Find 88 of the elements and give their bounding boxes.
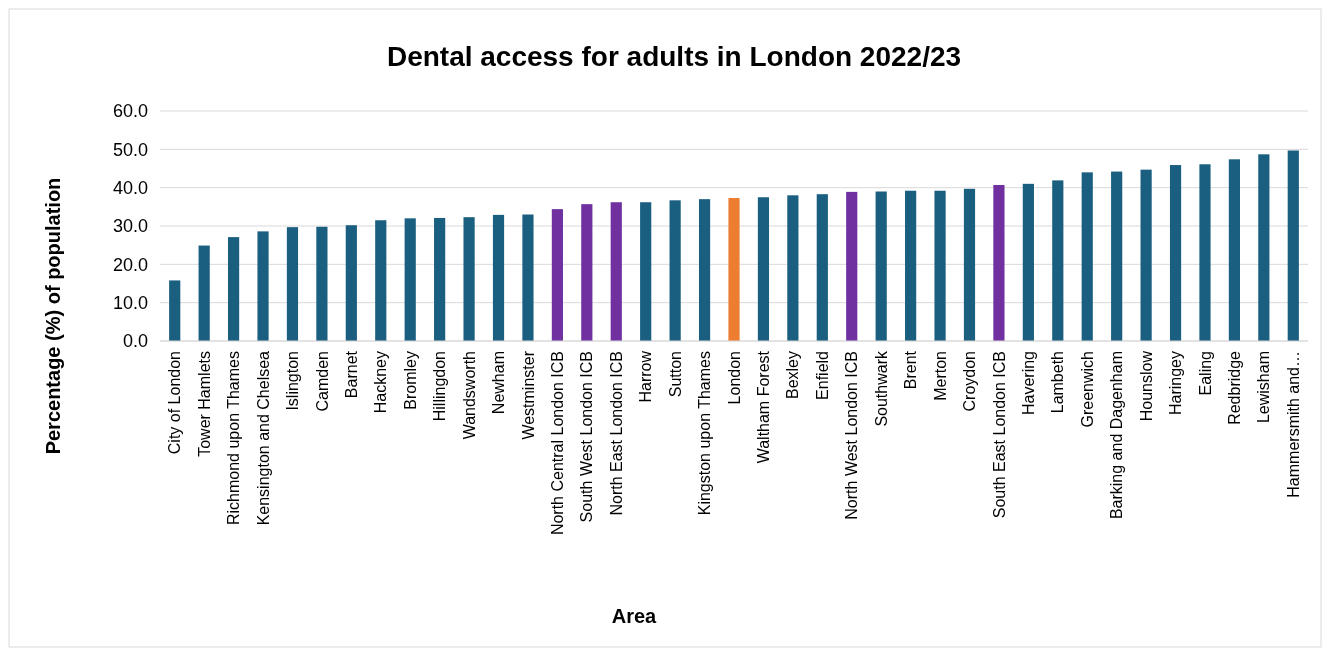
y-axis-title: Percentage (%) of population: [42, 177, 64, 455]
y-tick-label: 0.0: [122, 331, 148, 352]
x-tick-label: Westminster: [519, 350, 537, 440]
bar: [345, 225, 357, 341]
x-tick-label: Southwark: [872, 350, 890, 427]
bar: [316, 226, 328, 341]
bar: [1287, 150, 1299, 341]
bar: [581, 204, 593, 341]
bar: [404, 218, 416, 341]
x-tick-label: North West London ICB: [843, 351, 861, 520]
x-tick-label: Hackney: [372, 351, 390, 414]
bar: [757, 197, 770, 341]
x-tick-label: Ealing: [1196, 351, 1214, 396]
bar: [669, 200, 681, 341]
bar: [787, 195, 799, 341]
x-tick-label: Brent: [902, 350, 920, 390]
x-tick-label: Islington: [284, 351, 302, 411]
x-tick-label: Lewisham: [1255, 351, 1273, 424]
bar: [816, 194, 828, 341]
x-tick-label: Croydon: [961, 351, 979, 412]
y-tick-label: 40.0: [112, 177, 148, 198]
x-tick-label: Merton: [931, 351, 949, 401]
bar: [934, 190, 946, 341]
x-axis-title: Area: [611, 605, 658, 627]
x-tick-label: Barnet: [342, 350, 360, 399]
x-tick-label: Bromley: [401, 351, 419, 410]
bar: [905, 190, 917, 341]
x-tick-label: Hillingdon: [431, 351, 449, 422]
bar: [875, 191, 887, 341]
bar: [846, 191, 858, 341]
bar: [492, 214, 505, 341]
x-tick-label: Waltham Forest: [755, 350, 773, 464]
y-tick-label: 30.0: [112, 216, 148, 237]
bar: [1111, 171, 1123, 341]
bar: [228, 237, 240, 341]
x-tick-label: Enfield: [813, 351, 831, 400]
x-tick-label: Wandsworth: [460, 351, 478, 440]
bar: [286, 227, 299, 341]
x-tick-label: Camden: [313, 351, 331, 412]
x-tick-label: London: [725, 351, 743, 405]
bar: [1022, 183, 1034, 341]
y-tick-label: 10.0: [112, 292, 148, 313]
bar: [463, 217, 475, 341]
bar: [1140, 169, 1152, 341]
x-tick-label: City of London: [166, 351, 184, 455]
bar: [698, 199, 711, 341]
bar: [993, 184, 1005, 341]
x-tick-label: Bexley: [784, 351, 802, 400]
x-tick-label: Tower Hamlets: [195, 351, 213, 457]
x-tick-label: South West London ICB: [578, 351, 596, 523]
x-tick-label: Hammersmith and…: [1284, 351, 1302, 498]
x-tick-label: Harrow: [637, 350, 655, 403]
x-tick-label: Richmond upon Thames: [225, 351, 243, 526]
bar: [1199, 164, 1211, 341]
x-tick-label: Kingston upon Thames: [696, 351, 714, 516]
x-tick-label: Greenwich: [1078, 351, 1096, 428]
x-tick-label: Hounslow: [1137, 350, 1155, 422]
x-tick-label: Haringey: [1167, 351, 1185, 416]
x-tick-label: Newham: [490, 351, 508, 415]
x-tick-label: Havering: [1019, 351, 1037, 416]
y-tick-label: 60.0: [112, 101, 148, 122]
x-tick-label: Kensington and Chelsea: [254, 350, 272, 526]
x-tick-label: North East London ICB: [607, 351, 625, 516]
bar: [257, 231, 269, 341]
x-tick-label: North Central London ICB: [548, 351, 566, 536]
y-tick-label: 50.0: [112, 139, 148, 160]
bar: [1052, 180, 1064, 341]
bar: [375, 220, 387, 341]
x-tick-label: Sutton: [666, 351, 684, 398]
bar: [434, 217, 446, 341]
x-tick-label: Redbridge: [1226, 350, 1244, 425]
bar: [1258, 154, 1270, 341]
bar: [610, 202, 622, 341]
bar: [1081, 172, 1093, 341]
bar: [963, 188, 976, 341]
bar: [522, 214, 534, 341]
bar: [198, 245, 210, 341]
x-tick-label: Barking and Dagenham: [1108, 351, 1126, 520]
x-tick-label: Lambeth: [1049, 351, 1067, 414]
bar: [1169, 165, 1182, 341]
bar: [1228, 159, 1241, 341]
x-tick-label: South East London ICB: [990, 351, 1008, 519]
bar: [551, 209, 563, 341]
bar: [640, 202, 652, 341]
y-tick-label: 20.0: [112, 254, 148, 275]
bar: [728, 198, 740, 341]
bar: [169, 280, 181, 341]
chart-title: Dental access for adults in London 2022/23: [386, 41, 962, 72]
